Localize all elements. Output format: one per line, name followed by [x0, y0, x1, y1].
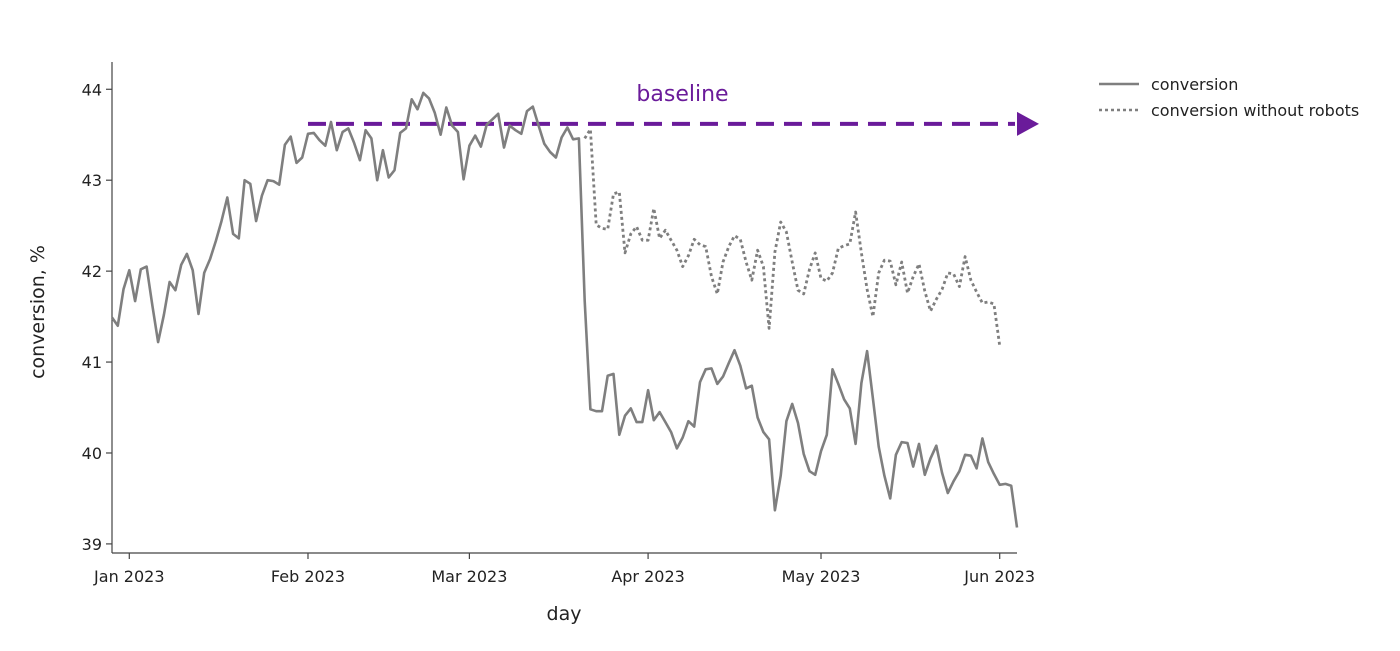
x-tick-label: Jun 2023 [963, 567, 1035, 586]
x-axis-title: day [547, 603, 582, 625]
y-axis-title: conversion, % [27, 245, 49, 379]
legend: conversion conversion without robots [1099, 75, 1359, 120]
baseline-label: baseline [636, 82, 728, 107]
x-tick-label: Apr 2023 [611, 567, 684, 586]
x-tick-label: May 2023 [782, 567, 861, 586]
legend-label: conversion without robots [1151, 101, 1359, 120]
y-tick-label: 40 [82, 444, 102, 463]
baseline-arrowhead [1017, 111, 1039, 136]
legend-label: conversion [1151, 75, 1238, 94]
y-tick-label: 42 [82, 262, 102, 281]
x-tick-label: Jan 2023 [93, 567, 164, 586]
series-line-conversion [110, 91, 1019, 528]
y-tick-label: 44 [82, 80, 102, 99]
x-tick-label: Mar 2023 [431, 567, 507, 586]
baseline-annotation: baseline [307, 82, 1039, 136]
series-line-conversion-without-robots [583, 127, 1002, 346]
series-lines [110, 91, 1019, 528]
x-tick-label: Feb 2023 [271, 567, 345, 586]
axes: 39 40 41 42 43 44 Jan 2023 Feb 2023 Mar 2023 Apr … [82, 62, 1035, 586]
y-tick-label: 43 [82, 171, 102, 190]
y-tick-label: 41 [82, 353, 102, 372]
y-tick-label: 39 [82, 535, 102, 554]
